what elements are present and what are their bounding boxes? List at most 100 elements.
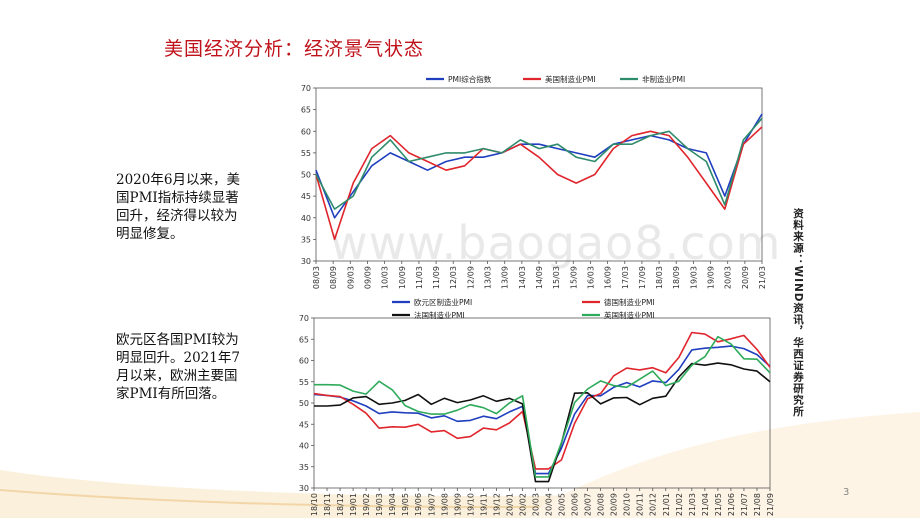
series-line-3 xyxy=(315,117,763,210)
x-tick-label: 17/03 xyxy=(621,266,630,289)
x-tick-label: 18/03 xyxy=(655,266,664,289)
x-tick-label: 08/03 xyxy=(312,266,321,289)
legend-label: 欧元区制造业PMI xyxy=(414,297,472,307)
y-tick-label: 65 xyxy=(301,106,311,115)
page-number: 3 xyxy=(843,487,850,498)
legend-label: 德国制造业PMI xyxy=(604,297,655,307)
x-tick-label: 19/02 xyxy=(362,493,371,516)
series-line-1 xyxy=(313,345,771,475)
x-tick-label: 16/09 xyxy=(604,266,613,289)
y-tick-label: 35 xyxy=(299,463,309,472)
legend-label: 英国制造业PMI xyxy=(604,310,655,320)
x-tick-label: 19/08 xyxy=(440,493,449,516)
x-tick-label: 20/11 xyxy=(636,493,645,516)
legend-label: PMI综合指数 xyxy=(448,74,492,84)
x-tick-label: 21/08 xyxy=(753,493,762,516)
x-tick-label: 20/08 xyxy=(597,493,606,516)
series-line-4 xyxy=(314,335,771,478)
y-tick-label: 40 xyxy=(301,214,311,223)
y-tick-label: 70 xyxy=(299,314,309,323)
y-tick-label: 70 xyxy=(301,84,311,93)
x-tick-label: 21/03 xyxy=(758,266,767,289)
x-tick-label: 21/02 xyxy=(675,493,684,516)
series-line-2 xyxy=(315,126,763,241)
x-tick-label: 13/09 xyxy=(501,266,510,289)
y-tick-label: 55 xyxy=(299,378,309,387)
plot-frame xyxy=(313,317,771,489)
y-tick-label: 60 xyxy=(299,357,309,366)
y-tick-label: 45 xyxy=(299,420,309,429)
x-tick-label: 19/07 xyxy=(427,493,436,516)
x-tick-label: 11/09 xyxy=(432,266,441,289)
x-tick-label: 20/12 xyxy=(649,493,658,516)
x-tick-label: 21/03 xyxy=(688,493,697,516)
note-eu-pmi: 欧元区各国PMI较为明显回升。2021年7月以来，欧洲主要国家PMI有所回落。 xyxy=(116,332,240,402)
y-tick-label: 60 xyxy=(301,127,311,136)
x-tick-label: 18/11 xyxy=(323,493,332,516)
x-tick-label: 19/09 xyxy=(453,493,462,516)
y-tick-label: 55 xyxy=(301,149,311,158)
y-tick-label: 50 xyxy=(301,171,311,180)
x-tick-label: 19/04 xyxy=(388,493,397,516)
x-tick-label: 21/05 xyxy=(714,493,723,516)
x-tick-label: 11/03 xyxy=(415,266,424,289)
x-tick-label: 20/03 xyxy=(531,493,540,516)
x-tick-label: 19/03 xyxy=(375,493,384,516)
y-tick-label: 30 xyxy=(299,484,309,493)
x-tick-label: 19/11 xyxy=(479,493,488,516)
x-tick-label: 15/03 xyxy=(552,266,561,289)
x-tick-label: 09/09 xyxy=(363,266,372,289)
y-tick-label: 45 xyxy=(301,192,311,201)
legend-label: 非制造业PMI xyxy=(642,74,685,84)
x-tick-label: 21/04 xyxy=(701,493,710,516)
x-tick-label: 14/09 xyxy=(535,266,544,289)
source-note: 资料来源：WIND资讯，华西证券研究所 xyxy=(792,208,804,418)
x-tick-label: 14/03 xyxy=(518,266,527,289)
x-tick-label: 20/01 xyxy=(505,493,514,516)
x-tick-label: 19/05 xyxy=(401,493,410,516)
y-tick-label: 65 xyxy=(299,335,309,344)
x-tick-label: 21/01 xyxy=(662,493,671,516)
x-tick-label: 13/03 xyxy=(484,266,493,289)
x-tick-label: 19/12 xyxy=(492,493,501,516)
slide-title: 美国经济分析：经济景气状态 xyxy=(164,38,425,60)
x-tick-label: 12/03 xyxy=(449,266,458,289)
legend-label: 美国制造业PMI xyxy=(545,74,596,84)
legend-label: 法国制造业PMI xyxy=(414,310,465,320)
x-tick-label: 20/04 xyxy=(545,493,554,516)
x-tick-label: 20/06 xyxy=(571,493,580,516)
x-tick-label: 18/10 xyxy=(310,493,319,516)
x-tick-label: 20/09 xyxy=(741,266,750,289)
x-tick-label: 21/07 xyxy=(740,493,749,516)
x-tick-label: 15/09 xyxy=(569,266,578,289)
x-tick-label: 19/03 xyxy=(689,266,698,289)
x-tick-label: 19/06 xyxy=(414,493,423,516)
x-tick-label: 20/03 xyxy=(724,266,733,289)
x-tick-label: 10/03 xyxy=(381,266,390,289)
y-tick-label: 40 xyxy=(299,442,309,451)
x-tick-label: 19/09 xyxy=(707,266,716,289)
x-tick-label: 10/09 xyxy=(398,266,407,289)
x-tick-label: 20/05 xyxy=(558,493,567,516)
x-tick-label: 20/02 xyxy=(518,493,527,516)
series-line-3 xyxy=(314,362,771,483)
x-tick-label: 19/01 xyxy=(349,493,358,516)
series-line-2 xyxy=(313,331,771,470)
x-tick-label: 17/09 xyxy=(638,266,647,289)
x-tick-label: 18/09 xyxy=(672,266,681,289)
x-tick-label: 20/09 xyxy=(610,493,619,516)
x-tick-label: 09/03 xyxy=(346,266,355,289)
x-tick-label: 16/03 xyxy=(586,266,595,289)
x-tick-label: 21/09 xyxy=(766,493,775,516)
x-tick-label: 21/06 xyxy=(727,493,736,516)
x-tick-label: 18/12 xyxy=(336,493,345,516)
x-tick-label: 19/10 xyxy=(466,493,475,516)
y-tick-label: 35 xyxy=(301,235,311,244)
note-us-pmi: 2020年6月以来，美国PMI指标持续显著回升，经济得以较为明显修复。 xyxy=(116,172,240,242)
x-tick-label: 12/09 xyxy=(466,266,475,289)
x-tick-label: 20/07 xyxy=(584,493,593,516)
y-tick-label: 50 xyxy=(299,399,309,408)
